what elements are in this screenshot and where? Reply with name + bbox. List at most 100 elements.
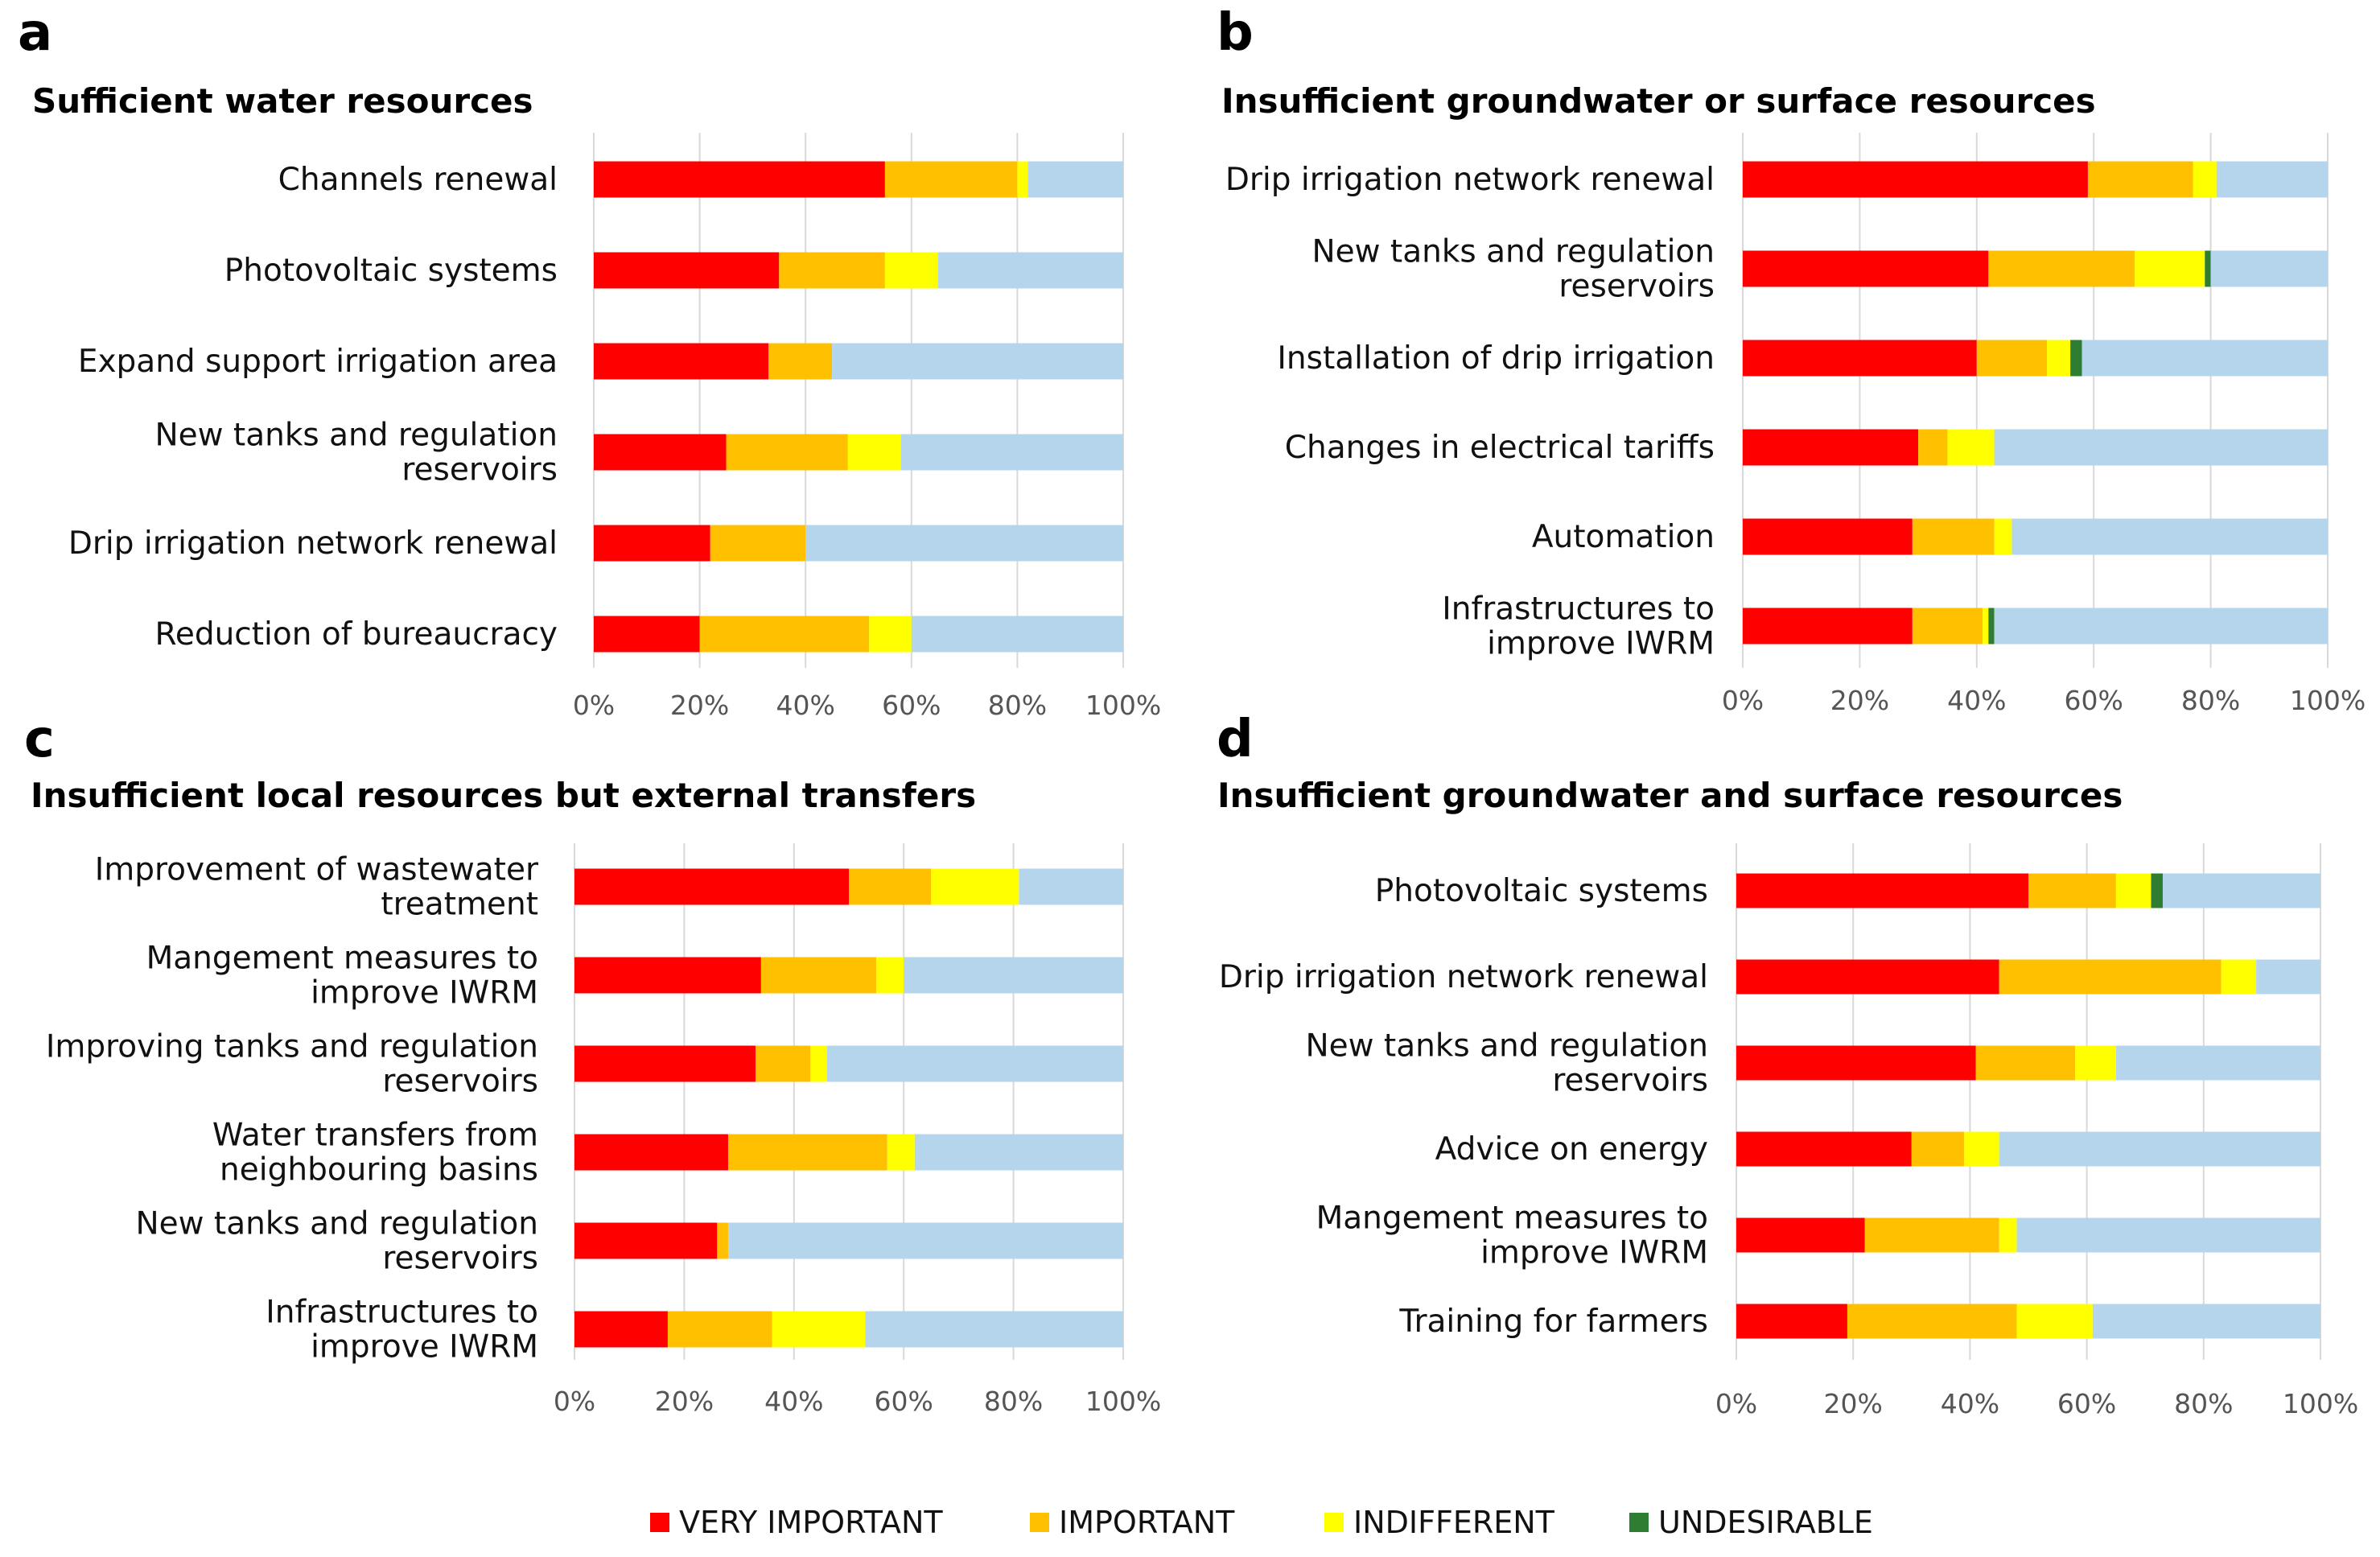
panel-b-bar-very-important (1743, 608, 1913, 645)
panel-b-x-tick: 20% (1830, 685, 1889, 716)
panel-a-x-tick: 40% (776, 690, 835, 721)
panel-d-category-label: Training for farmers (1398, 1304, 1708, 1340)
legend-swatch-indifferent (1324, 1513, 1344, 1532)
panel-c-category-label: reservoirs (382, 1241, 538, 1277)
panel-a-bar-remainder (911, 616, 1123, 653)
panel-d-x-tick: 80% (2174, 1388, 2233, 1419)
panel-d-category-label: Drip irrigation network renewal (1219, 959, 1708, 995)
panel-d-category-label: reservoirs (1552, 1063, 1708, 1099)
panel-b-bar-important (1988, 250, 2135, 287)
panel-c-category-label: reservoirs (382, 1064, 538, 1100)
panel-b-category-label: Drip irrigation network renewal (1225, 162, 1715, 198)
panel-b-bar-undesirable (2070, 340, 2082, 377)
panel-b-bar-very-important (1743, 340, 1977, 377)
panel-d-x-tick: 100% (2283, 1388, 2358, 1419)
panel-c-bar-important (849, 868, 932, 905)
panel-d-bar-very-important (1736, 1131, 1912, 1167)
panel-d-bar-important (1911, 1131, 1965, 1167)
panel-b-bar-remainder (1994, 429, 2328, 466)
panel-b-bar-important (1912, 608, 1983, 645)
panel-b-bar-indifferent (2135, 250, 2205, 287)
panel-d-category-label: Advice on energy (1435, 1131, 1708, 1168)
panel-a-bar-remainder (832, 343, 1123, 380)
panel-d-title: Insufficient groundwater and surface res… (1217, 776, 2123, 815)
panel-a-bar-indifferent (1017, 161, 1028, 198)
panel-b-title: Insufficient groundwater or surface reso… (1221, 81, 2096, 121)
panel-b-bar-very-important (1743, 429, 1919, 466)
panel-b-bar-indifferent (1983, 608, 1989, 645)
panel-c-category-label: New tanks and regulation (135, 1206, 538, 1242)
panel-c-category-label: neighbouring basins (220, 1152, 538, 1188)
panel-b-x-tick: 100% (2290, 685, 2366, 716)
panel-c-bar-very-important (574, 957, 761, 994)
panel-c-bar-important (717, 1222, 728, 1259)
panel-c-bar-very-important (574, 1311, 668, 1348)
panel-b-bar-indifferent (2193, 161, 2217, 198)
panel-a-bar-indifferent (884, 252, 938, 289)
panel-c-bar-indifferent (772, 1311, 866, 1348)
panel-a-x-tick: 80% (988, 690, 1047, 721)
legend-swatch-undesirable (1629, 1513, 1649, 1532)
panel-b-bar-important (1976, 340, 2048, 377)
panel-a-bar-very-important (594, 525, 710, 562)
panel-c-bar-remainder (1019, 868, 1123, 905)
legend-label-very-important: VERY IMPORTANT (679, 1505, 943, 1540)
panel-a-bar-important (699, 616, 870, 653)
panel-c-bar-remainder (826, 1045, 1123, 1082)
panel-a-bar-important (884, 161, 1018, 198)
panel-a-category-label: Reduction of bureaucracy (154, 616, 558, 653)
panel-d-bar-indifferent (2075, 1045, 2116, 1081)
panel-a-x-tick: 0% (573, 690, 615, 721)
panel-c-bar-very-important (574, 868, 849, 905)
panel-a-letter: a (18, 3, 52, 63)
panel-c-category-label: treatment (381, 887, 538, 923)
panel-d-bar-very-important (1736, 1045, 1976, 1081)
panel-b-bar-remainder (1994, 608, 2328, 645)
panel-c-bar-important (760, 957, 877, 994)
panel-d-bar-important (1864, 1217, 1999, 1253)
panel-d-bar-very-important (1736, 1217, 1865, 1253)
panel-a-category-label: Photovoltaic systems (224, 253, 558, 289)
panel-d-bar-very-important (1736, 1304, 1847, 1339)
panel-a-bar-very-important (594, 434, 727, 471)
panel-a-bar-very-important (594, 343, 769, 380)
panel-a-bar-indifferent (869, 616, 912, 653)
panel-b-bar-undesirable (2205, 250, 2211, 287)
panel-c-bar-remainder (914, 1134, 1123, 1171)
panel-d-bar-important (1999, 959, 2221, 995)
panel-b-bar-remainder (2210, 250, 2328, 287)
panel-d-bar-remainder (2092, 1304, 2320, 1339)
legend-swatch-very-important (650, 1513, 669, 1532)
panel-c-bar-remainder (865, 1311, 1123, 1348)
panel-a-bar-very-important (594, 616, 700, 653)
panel-d-category-label: improve IWRM (1480, 1235, 1708, 1271)
panel-a-x-tick: 60% (882, 690, 941, 721)
panel-a-bar-indifferent (847, 434, 901, 471)
panel-b-bar-important (1912, 518, 1995, 555)
panel-b-bar-indifferent (2047, 340, 2071, 377)
panel-b-bar-very-important (1743, 161, 2088, 198)
panel-d-x-tick: 0% (1715, 1388, 1757, 1419)
panel-c-bar-remainder (727, 1222, 1123, 1259)
panel-c-letter: c (24, 710, 55, 769)
panel-c-category-label: improve IWRM (311, 1329, 538, 1365)
panel-c-bar-very-important (574, 1222, 718, 1259)
panel-c-x-tick: 20% (655, 1386, 714, 1417)
panel-a-category-label: Drip irrigation network renewal (68, 525, 558, 562)
panel-a-bar-remainder (805, 525, 1123, 562)
panel-a-bar-remainder (937, 252, 1123, 289)
panel-b-bar-remainder (2011, 518, 2328, 555)
panel-b-category-label: reservoirs (1559, 269, 1715, 305)
panel-b-category-label: New tanks and regulation (1311, 234, 1715, 270)
panel-d-x-tick: 60% (2057, 1388, 2116, 1419)
panel-b-category-label: Automation (1532, 519, 1715, 555)
panel-a-bar-important (710, 525, 806, 562)
panel-a-x-tick: 100% (1085, 690, 1161, 721)
panel-b-bar-remainder (2081, 340, 2328, 377)
panel-d-category-label: New tanks and regulation (1305, 1028, 1708, 1065)
panel-c-category-label: Improvement of wastewater (95, 852, 539, 888)
panel-a-bar-remainder (1027, 161, 1123, 198)
panel-c-x-tick: 60% (875, 1386, 933, 1417)
panel-a-bar-important (726, 434, 848, 471)
panel-b-x-tick: 60% (2065, 685, 2123, 716)
